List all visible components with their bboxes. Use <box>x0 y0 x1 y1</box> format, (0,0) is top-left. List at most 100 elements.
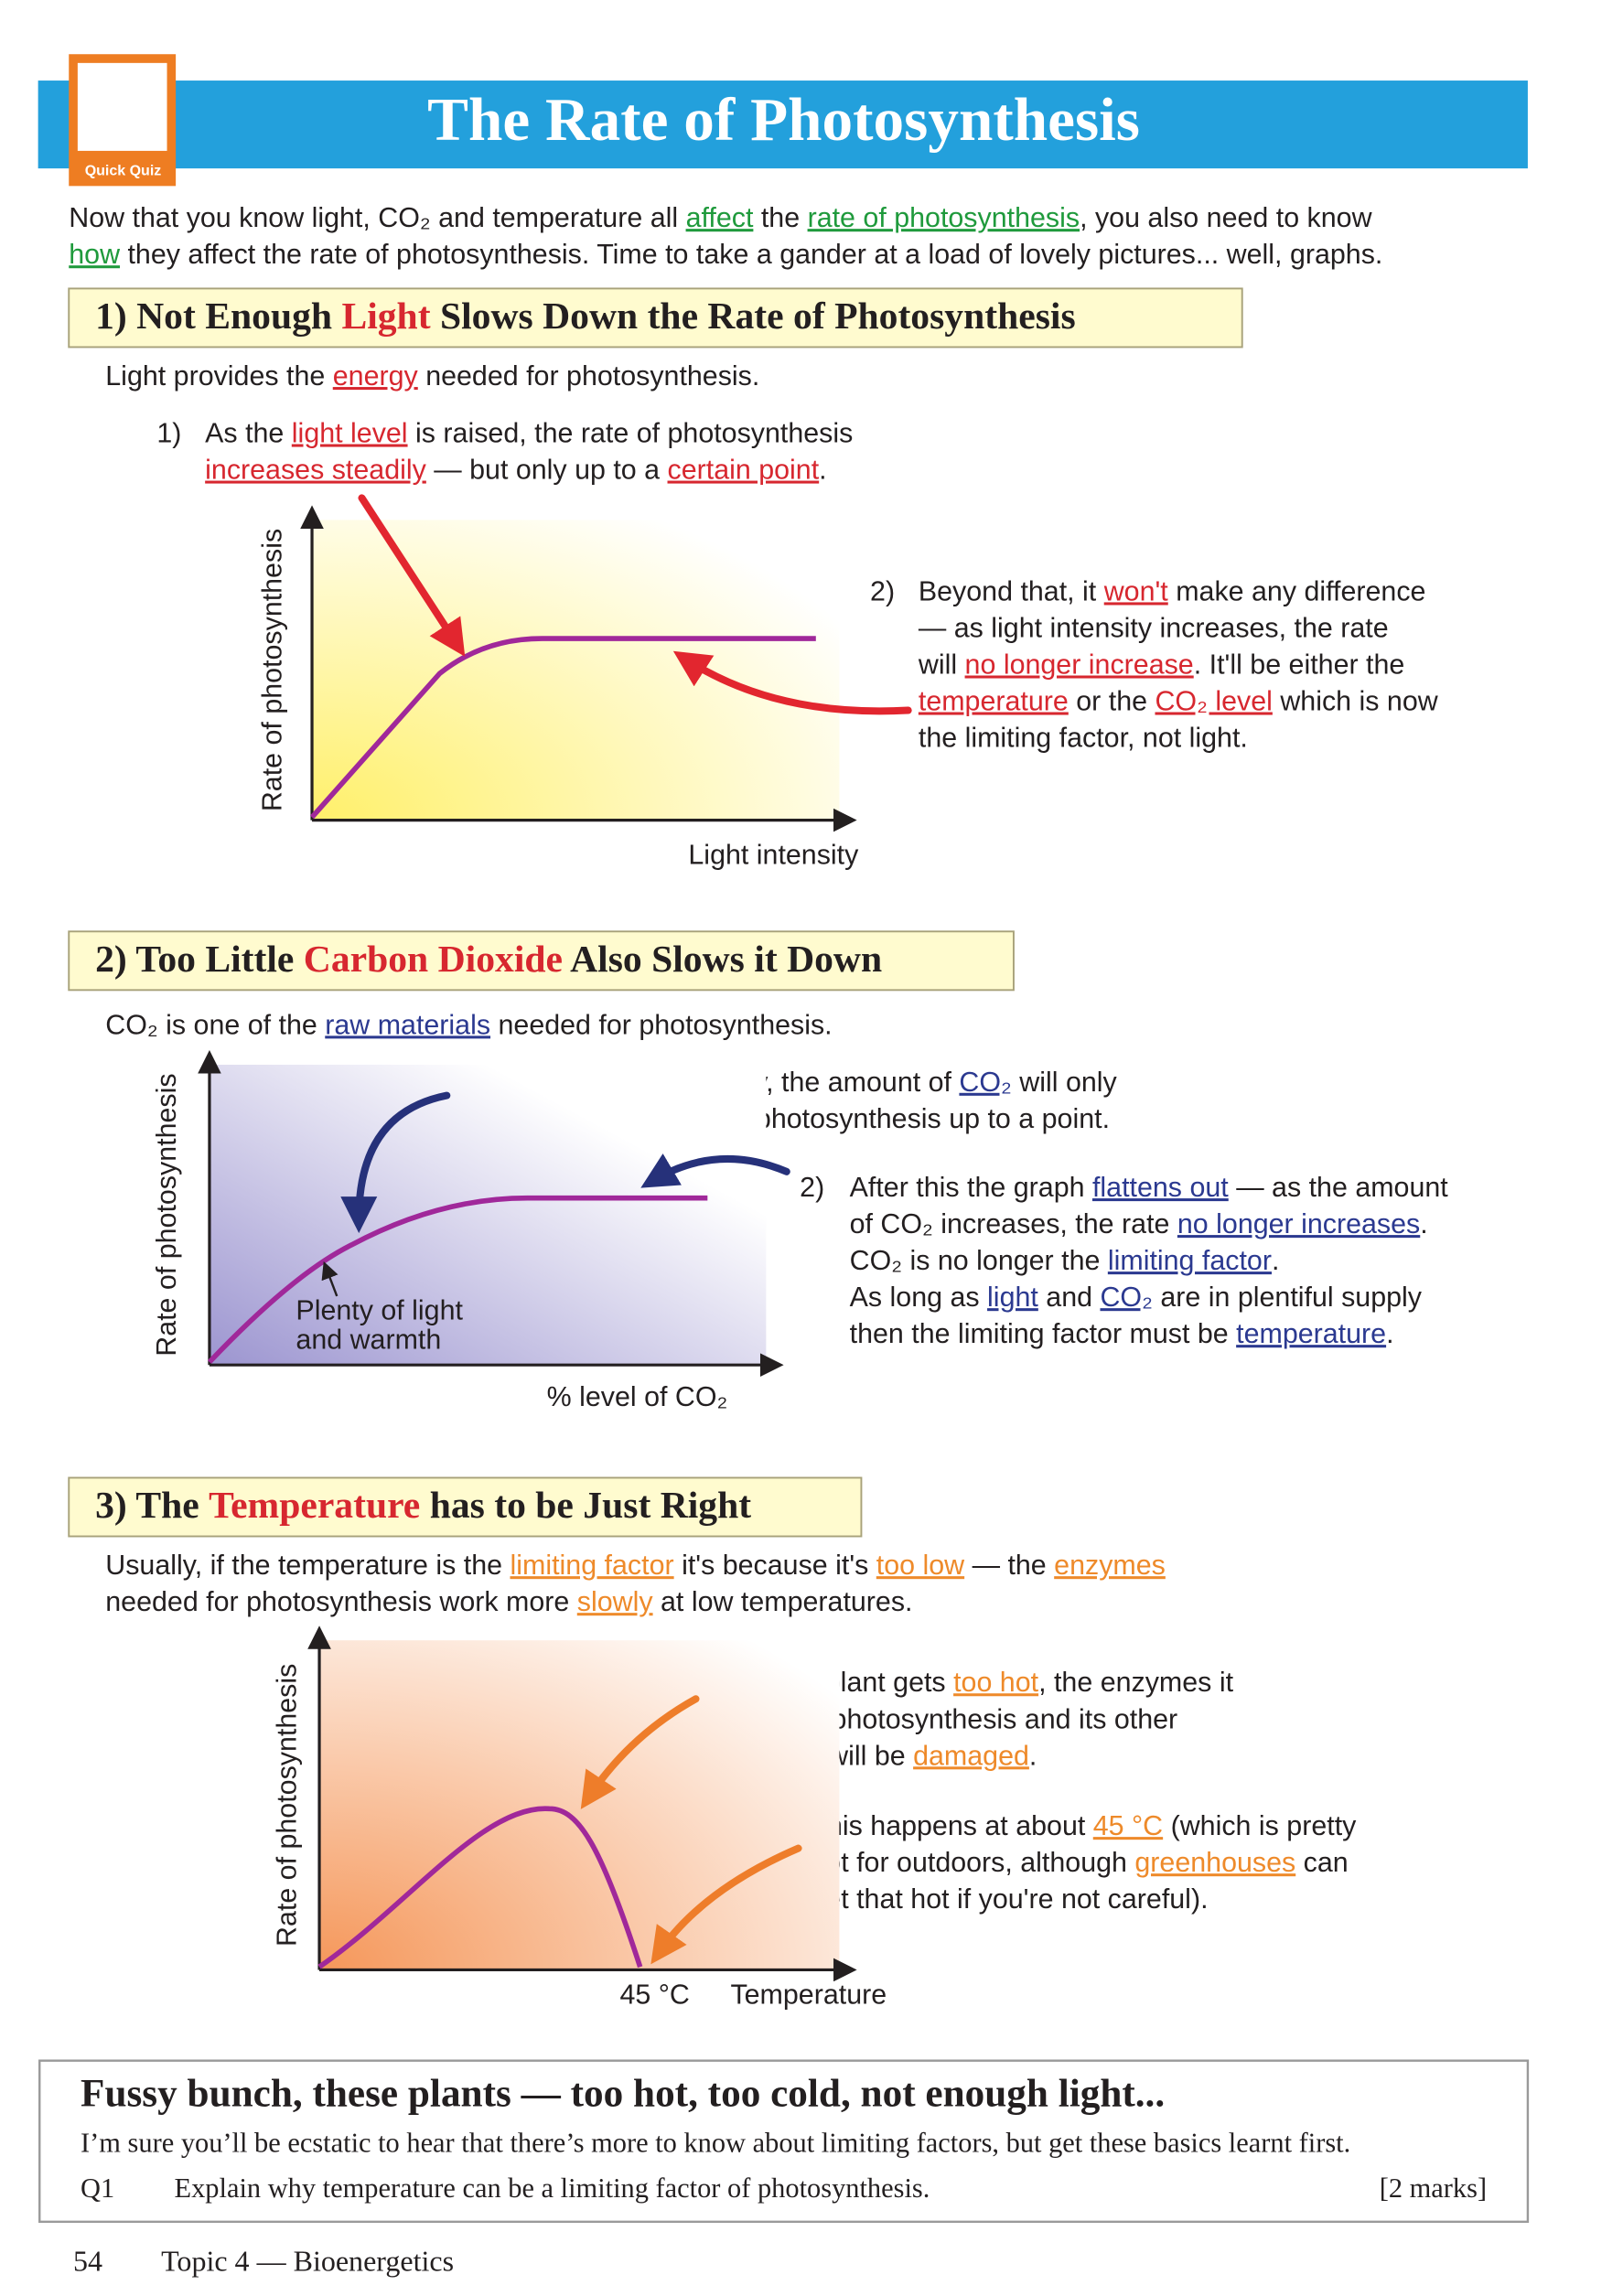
text-run: CO₂ is no longer the <box>850 1245 1108 1276</box>
highlighted-term: increases steadily <box>205 455 426 486</box>
highlighted-term: raw materials <box>325 1009 490 1040</box>
text-line: Plenty of light <box>296 1295 463 1326</box>
graph-area <box>209 1064 767 1366</box>
text-run: . <box>1386 1318 1393 1349</box>
text-run: hot for outdoors, although <box>810 1847 1134 1878</box>
text-run: needed for photosynthesis. <box>418 360 760 392</box>
text-run: and <box>1038 1282 1101 1313</box>
text-line: of CO₂ increases, the rate no longer inc… <box>850 1208 1428 1239</box>
highlighted-term: 45 °C <box>1093 1810 1163 1841</box>
text-run: will <box>918 649 965 681</box>
text-run: As the <box>205 418 292 449</box>
text-line: will no longer increase. It'll be either… <box>918 649 1404 681</box>
summary-heading: Fussy bunch, these plants — too hot, too… <box>81 2072 1165 2116</box>
quiz-badge-label: Quick Quiz <box>85 164 162 179</box>
title-bar <box>38 80 1528 169</box>
text-line: CO₂ is no longer the limiting factor. <box>850 1245 1280 1276</box>
text-run: — but only up to a <box>426 455 668 486</box>
highlighted-term: rate of photosynthesis <box>808 202 1080 233</box>
x-marker-label: 45 °C <box>619 1979 689 2010</box>
text-line: then the limiting factor must be tempera… <box>850 1318 1394 1349</box>
text-run: . <box>1272 1245 1279 1276</box>
text-run: Also Slows it Down <box>563 938 882 980</box>
text-run: or the <box>1069 686 1155 717</box>
text-run: which is now <box>1273 686 1439 717</box>
y-axis-label: Rate of photosynthesis <box>256 529 287 811</box>
pointer-arrow <box>580 1695 700 1809</box>
page-number: 54 <box>73 2245 102 2278</box>
note-number: 2) <box>870 575 895 606</box>
highlighted-term: limiting factor <box>511 1550 674 1581</box>
section-heading-box <box>68 287 1243 349</box>
text-run: 3) The <box>95 1485 209 1527</box>
text-line: temperature or the CO₂ level which is no… <box>919 686 1439 717</box>
highlighted-term: Light <box>341 295 430 338</box>
topic-label: Topic 4 — Bioenergetics <box>161 2245 454 2278</box>
graph-area <box>312 520 840 821</box>
text-run: then the limiting factor must be <box>850 1318 1237 1349</box>
text-line: CO₂ is one of the raw materials needed f… <box>105 1009 832 1040</box>
text-run: Light provides the <box>105 360 332 392</box>
text-run: , the enzymes it <box>1038 1667 1233 1698</box>
text-run: — the <box>964 1550 1054 1581</box>
pointer-arrow <box>672 650 912 715</box>
section-heading-box <box>68 1476 863 1538</box>
x-axis-label: % level of CO₂ <box>547 1381 728 1412</box>
text-run: Slows Down the Rate of Photosynthesis <box>431 295 1076 338</box>
summary-text: I’m sure you’ll be ecstatic to hear that… <box>81 2128 1350 2159</box>
rate-curve <box>309 636 816 820</box>
text-run: Plenty of light <box>296 1295 463 1326</box>
highlighted-term: Temperature <box>209 1485 420 1527</box>
y-axis-label: Rate of photosynthesis <box>271 1664 302 1947</box>
x-axis-label: Temperature <box>730 1979 887 2010</box>
highlighted-term: too low <box>876 1550 965 1581</box>
highlighted-term: temperature <box>1236 1318 1386 1349</box>
highlighted-term: greenhouses <box>1134 1847 1295 1878</box>
pointer-arrow <box>640 1153 790 1188</box>
highlighted-term: affect <box>686 202 754 233</box>
quiz-badge-inner <box>77 62 167 151</box>
question-text: Explain why temperature can be a limitin… <box>175 2173 930 2204</box>
text-run: — as the amount <box>1229 1172 1449 1203</box>
question-number: Q1 <box>81 2173 114 2204</box>
text-run: are in plentiful supply <box>1153 1282 1423 1313</box>
highlighted-term: enzymes <box>1054 1550 1166 1581</box>
text-line: needed for photosynthesis work more slow… <box>105 1586 912 1617</box>
x-axis-label: Light intensity <box>688 840 859 871</box>
text-line: and warmth <box>296 1325 441 1356</box>
note-number: 1) <box>156 418 181 449</box>
pointer-arrow <box>650 1844 802 1965</box>
graph-area <box>319 1640 840 1970</box>
text-run: is raised, the rate of photosynthesis <box>408 418 854 449</box>
summary-box <box>38 2059 1530 2224</box>
text-run: needed for photosynthesis work more <box>105 1586 577 1617</box>
pointer-arrow <box>340 1091 451 1234</box>
highlighted-term: certain point <box>668 455 820 486</box>
highlighted-term: slowly <box>577 1586 654 1617</box>
text-line: hot for outdoors, although greenhouses c… <box>810 1847 1348 1878</box>
highlighted-term: CO₂ <box>959 1067 1011 1098</box>
text-line: get that hot if you're not careful). <box>810 1883 1208 1915</box>
text-run: and warmth <box>296 1325 441 1356</box>
text-run: — as light intensity increases, the rate <box>919 612 1389 643</box>
highlighted-term: too hot <box>953 1667 1039 1698</box>
text-run: at low temperatures. <box>653 1586 913 1617</box>
text-line: 2) Too Little Carbon Dioxide Also Slows … <box>95 938 882 980</box>
highlighted-term: no longer increases <box>1177 1208 1420 1239</box>
text-run: As long as <box>850 1282 987 1313</box>
highlighted-term: how <box>69 239 121 270</box>
highlighted-term: damaged <box>913 1740 1029 1771</box>
text-run: , you also need to know <box>1080 202 1373 233</box>
text-run: CO₂ is one of the <box>105 1009 325 1040</box>
text-line: Light provides the energy needed for pho… <box>105 360 759 392</box>
text-line: 3) The Temperature has to be Just Right <box>95 1485 751 1527</box>
text-run: . <box>1029 1740 1037 1771</box>
text-line: Usually, if the temperature is the limit… <box>105 1550 1166 1581</box>
highlighted-term: flattens out <box>1092 1172 1229 1203</box>
text-line: Beyond that, it won't make any differenc… <box>919 575 1426 606</box>
highlighted-term: no longer increase <box>965 649 1194 681</box>
pointer-arrow <box>358 494 466 657</box>
text-line: As the light level is raised, the rate o… <box>205 418 853 449</box>
